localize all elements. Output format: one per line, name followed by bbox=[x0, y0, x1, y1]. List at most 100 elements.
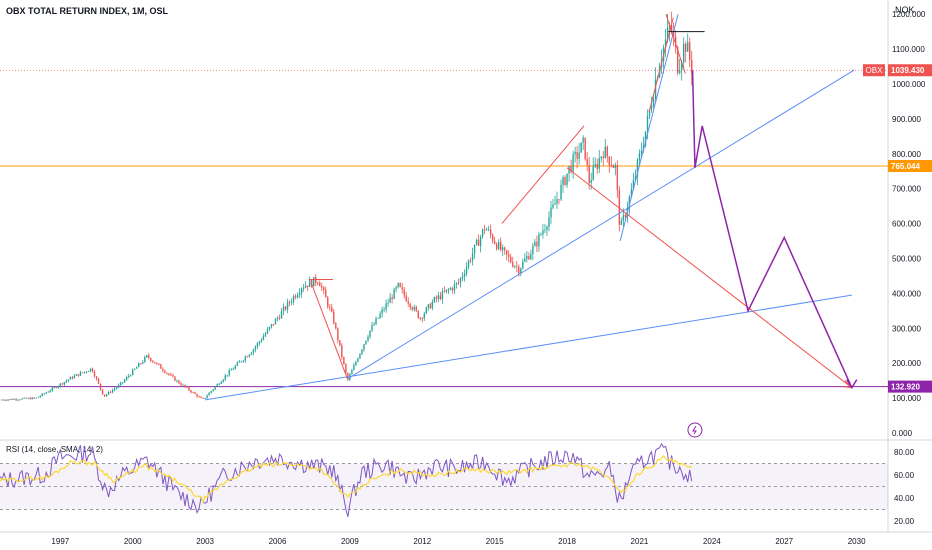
candle-body bbox=[357, 358, 359, 362]
candle-body bbox=[341, 345, 343, 358]
lightning-annotation-icon bbox=[687, 422, 703, 438]
candle-body bbox=[614, 165, 617, 168]
projection-arrow-head bbox=[846, 379, 858, 390]
candle-body bbox=[520, 268, 522, 274]
candle-body bbox=[337, 328, 339, 341]
price-tick-label: 100.000 bbox=[892, 394, 921, 403]
support-level-badge-value: 765.044 bbox=[891, 162, 920, 171]
candle-body bbox=[574, 151, 576, 155]
candle-body bbox=[556, 199, 558, 204]
support-level-badge-bg bbox=[888, 159, 932, 172]
candle-body bbox=[3, 399, 5, 401]
candle-body bbox=[383, 309, 385, 311]
candle-body bbox=[65, 380, 68, 382]
candle-body bbox=[276, 317, 279, 320]
candle-body bbox=[99, 383, 102, 390]
candle-body bbox=[483, 229, 486, 231]
candle-body bbox=[632, 179, 635, 190]
candle-body bbox=[680, 62, 683, 71]
candle-body bbox=[650, 106, 653, 110]
candle-body bbox=[467, 260, 470, 267]
candle-body bbox=[254, 346, 257, 350]
candle-body bbox=[57, 386, 60, 388]
candle-body bbox=[405, 295, 407, 302]
candle-body bbox=[242, 360, 245, 362]
candle-body bbox=[403, 289, 405, 296]
candle-body bbox=[628, 196, 631, 209]
candle-body bbox=[682, 44, 685, 63]
candle-body bbox=[606, 146, 608, 157]
candle-body bbox=[176, 380, 178, 382]
time-tick-label: 2024 bbox=[703, 537, 721, 546]
candle-body bbox=[417, 310, 419, 318]
candle-body bbox=[554, 203, 556, 205]
candle-body bbox=[391, 297, 393, 299]
candle-body bbox=[73, 375, 76, 379]
candle-body bbox=[538, 234, 540, 247]
rsi-line bbox=[0, 442, 693, 517]
price-tick-label: 0.000 bbox=[892, 429, 913, 438]
candle-body bbox=[302, 287, 305, 289]
candle-body bbox=[670, 25, 673, 31]
candle-body bbox=[439, 295, 442, 300]
candle-body bbox=[150, 357, 152, 361]
candle-body bbox=[676, 46, 679, 73]
candle-body bbox=[256, 343, 259, 347]
candle-body bbox=[194, 392, 196, 395]
candle-body bbox=[457, 282, 460, 284]
candle-body bbox=[260, 340, 263, 342]
candle-body bbox=[178, 380, 180, 384]
candle-body bbox=[566, 173, 568, 185]
candle-body bbox=[33, 397, 35, 399]
candle-body bbox=[127, 375, 130, 378]
candle-body bbox=[522, 261, 524, 269]
candle-body bbox=[594, 164, 596, 166]
candle-body bbox=[152, 360, 154, 362]
last-price-badge-bg bbox=[888, 64, 932, 77]
candle-body bbox=[107, 391, 110, 395]
candle-body bbox=[339, 340, 341, 346]
candle-body bbox=[387, 302, 389, 304]
candle-body bbox=[55, 387, 58, 388]
candle-body bbox=[399, 282, 401, 287]
candle-body bbox=[113, 388, 116, 390]
candle-body bbox=[160, 364, 162, 369]
candle-body bbox=[218, 383, 220, 385]
candle-body bbox=[550, 207, 552, 218]
candle-body bbox=[453, 284, 456, 291]
candle-body bbox=[172, 375, 174, 377]
candle-body bbox=[232, 368, 234, 370]
candle-body bbox=[502, 247, 504, 251]
candle-body bbox=[608, 156, 610, 166]
candle-body bbox=[182, 384, 184, 386]
candle-body bbox=[87, 371, 90, 372]
candle-body bbox=[208, 392, 210, 396]
candle-body bbox=[552, 204, 554, 208]
candle-body bbox=[411, 307, 413, 310]
candle-body bbox=[236, 362, 238, 366]
rsi-ma-line bbox=[0, 454, 692, 504]
candle-body bbox=[264, 333, 267, 337]
candle-body bbox=[250, 352, 253, 355]
candle-body bbox=[664, 39, 667, 48]
candle-body bbox=[166, 372, 168, 374]
time-tick-label: 2027 bbox=[775, 537, 793, 546]
candle-body bbox=[61, 383, 64, 385]
candle-body bbox=[377, 318, 379, 319]
candle-body bbox=[23, 397, 25, 399]
candle-body bbox=[91, 368, 94, 372]
rsi-tick-label: 80.00 bbox=[894, 448, 915, 457]
candle-body bbox=[544, 229, 546, 231]
candle-body bbox=[29, 397, 31, 400]
price-tick-label: 200.000 bbox=[892, 359, 921, 368]
candle-body bbox=[186, 386, 188, 388]
candle-body bbox=[212, 389, 214, 392]
candle-body bbox=[148, 355, 150, 358]
candle-body bbox=[592, 165, 594, 180]
candle-body bbox=[469, 260, 472, 262]
candle-body bbox=[308, 280, 311, 287]
candle-body bbox=[389, 297, 391, 303]
candle-body bbox=[612, 165, 615, 168]
last-price-badge-value: 1039.430 bbox=[891, 66, 925, 75]
